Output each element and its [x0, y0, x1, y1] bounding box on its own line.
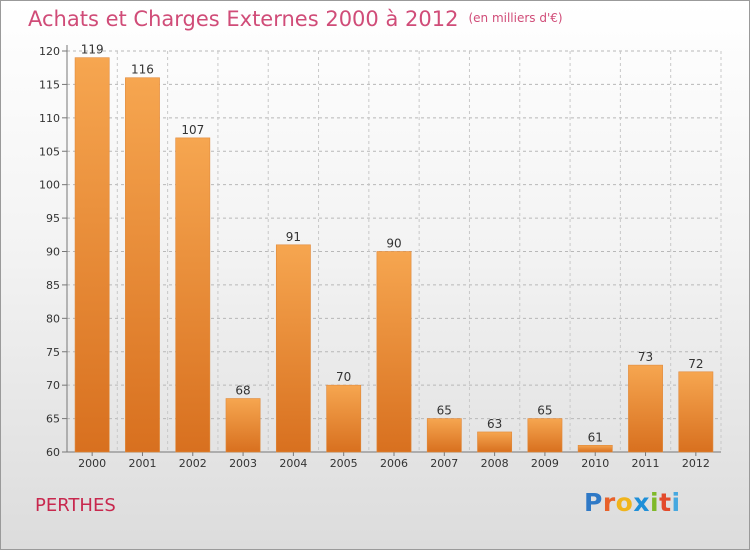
data-label: 63 — [487, 417, 502, 431]
logo-letter: i — [671, 488, 681, 517]
logo-letter: t — [659, 488, 672, 517]
data-label: 68 — [235, 384, 250, 398]
commune-name: PERTHES — [35, 495, 116, 516]
x-tick-label: 2004 — [279, 457, 307, 470]
data-label: 61 — [588, 430, 603, 444]
x-tick-label: 2008 — [481, 457, 509, 470]
y-tick-label: 90 — [46, 246, 60, 259]
x-tick-label: 2002 — [179, 457, 207, 470]
bar — [577, 445, 613, 453]
data-label: 107 — [181, 123, 204, 137]
proxiti-logo: Proxiti — [584, 488, 681, 517]
y-tick-label: 115 — [39, 78, 60, 91]
x-tick-label: 2009 — [531, 457, 559, 470]
data-label: 65 — [537, 404, 552, 418]
data-label: 90 — [386, 237, 401, 251]
bar — [628, 364, 663, 453]
x-tick-label: 2007 — [430, 457, 458, 470]
bar — [175, 137, 211, 453]
bar — [477, 431, 513, 453]
data-label: 91 — [286, 230, 301, 244]
bar — [426, 418, 462, 453]
y-tick-label: 80 — [46, 312, 60, 325]
x-tick-label: 2000 — [78, 457, 106, 470]
bar — [125, 77, 160, 453]
chart-unit: (en milliers d'€) — [468, 11, 563, 25]
x-tick-label: 2011 — [632, 457, 660, 470]
bar — [326, 384, 362, 453]
x-tick-label: 2005 — [330, 457, 358, 470]
x-tick-label: 2006 — [380, 457, 408, 470]
logo-letter: x — [633, 488, 650, 517]
data-label: 73 — [638, 350, 653, 364]
y-tick-label: 60 — [46, 446, 60, 459]
y-tick-label: 85 — [46, 279, 60, 292]
logo-letter: P — [584, 488, 603, 517]
data-label: 70 — [336, 370, 351, 384]
y-tick-label: 95 — [46, 212, 60, 225]
axes: 60 65 70 75 80 85 90 95 100 105 110 115 120 2000 2001 2… — [39, 45, 721, 470]
bars — [74, 57, 714, 453]
data-labels: 119 116 107 68 91 70 90 65 63 65 61 73 72 — [81, 43, 704, 445]
y-tick-label: 65 — [46, 413, 60, 426]
logo-letter: r — [602, 488, 616, 517]
bar — [275, 244, 311, 453]
bar — [74, 57, 110, 453]
logo-letter: o — [615, 488, 634, 517]
logo-letter: i — [650, 488, 660, 517]
chart-title: Achats et Charges Externes 2000 à 2012 (e… — [28, 7, 563, 31]
data-label: 119 — [81, 43, 104, 57]
bar — [376, 251, 412, 453]
y-tick-label: 120 — [39, 45, 60, 58]
bar — [225, 398, 261, 453]
bar — [678, 371, 714, 453]
chart-title-text: Achats et Charges Externes 2000 à 2012 — [28, 7, 459, 31]
x-tick-label: 2010 — [581, 457, 609, 470]
y-tick-label: 105 — [39, 145, 60, 158]
y-tick-label: 75 — [46, 346, 60, 359]
x-tick-label: 2003 — [229, 457, 257, 470]
data-label: 65 — [437, 404, 452, 418]
data-label: 116 — [131, 63, 154, 77]
x-tick-label: 2001 — [128, 457, 156, 470]
y-tick-label: 110 — [39, 112, 60, 125]
bar — [527, 418, 563, 453]
y-tick-label: 100 — [39, 179, 60, 192]
data-label: 72 — [688, 357, 703, 371]
y-tick-label: 70 — [46, 379, 60, 392]
x-tick-label: 2012 — [682, 457, 710, 470]
